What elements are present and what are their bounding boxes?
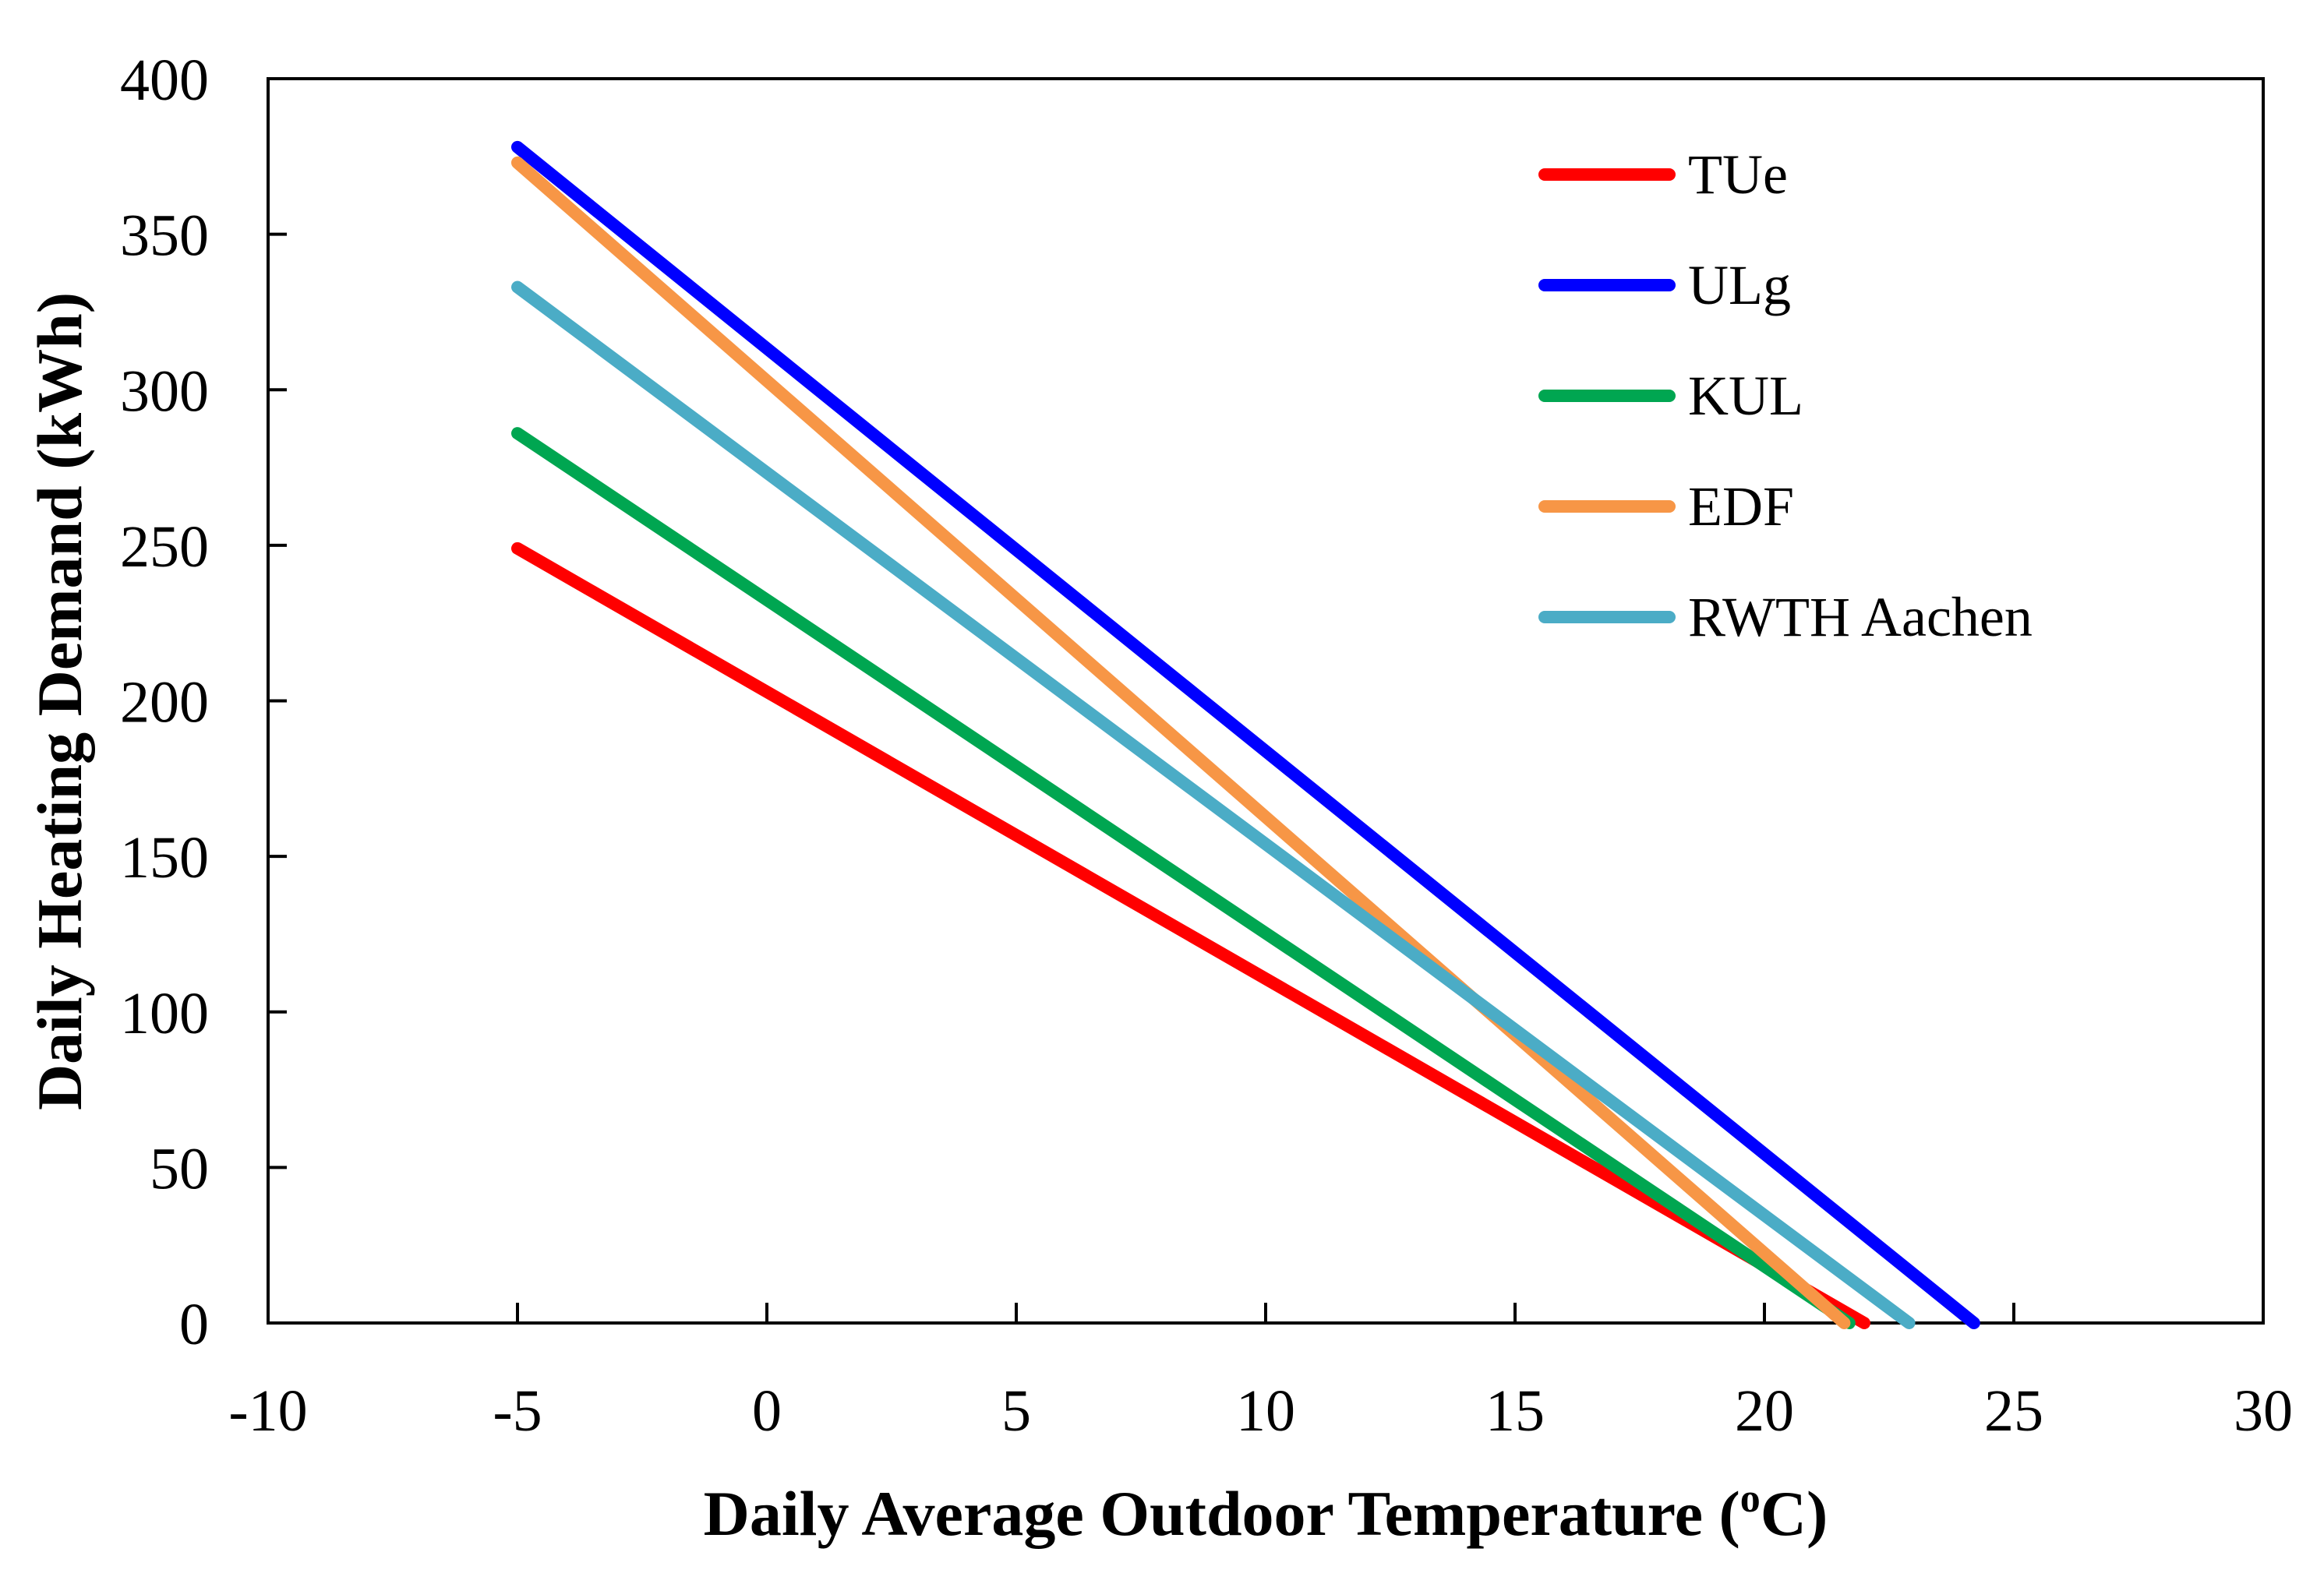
series-layer bbox=[511, 140, 1980, 1329]
y-tick-label: 350 bbox=[120, 203, 209, 269]
legend-label-edf: EDF bbox=[1688, 475, 1794, 538]
x-tick-label: 15 bbox=[1485, 1378, 1545, 1444]
legend-label-tue: TUe bbox=[1688, 143, 1788, 206]
y-tick-label: 50 bbox=[150, 1136, 209, 1201]
y-tick-label: 200 bbox=[120, 670, 209, 736]
x-tick-label: 0 bbox=[752, 1378, 782, 1444]
x-tick-label: 10 bbox=[1236, 1378, 1295, 1444]
series-line-kul bbox=[511, 427, 1856, 1329]
series-line-ulg bbox=[511, 140, 1980, 1329]
x-tick-label: -10 bbox=[228, 1378, 307, 1444]
x-axis-title: Daily Average Outdoor Temperature (oC) bbox=[704, 1476, 1828, 1549]
series-line-tue bbox=[511, 542, 1870, 1329]
x-tick-label: -5 bbox=[493, 1378, 542, 1444]
y-tick-label: 150 bbox=[120, 825, 209, 891]
x-axis-ticks: -10 -5 0 5 10 15 20 25 30 bbox=[228, 1303, 2293, 1444]
plot-frame bbox=[267, 77, 2265, 1325]
y-axis-ticks: 0 50 100 150 200 250 300 350 400 bbox=[120, 48, 287, 1357]
legend-label-ulg: ULg bbox=[1688, 254, 1791, 316]
legend-label-kul: KUL bbox=[1688, 365, 1803, 427]
y-tick-label: 100 bbox=[120, 981, 209, 1046]
x-tick-label: 30 bbox=[2234, 1378, 2293, 1444]
x-tick-label: 20 bbox=[1735, 1378, 1794, 1444]
y-axis-title: Daily Heating Demand (kWh) bbox=[24, 292, 95, 1110]
series-line-rwth-aachen bbox=[511, 280, 1916, 1329]
y-tick-label: 250 bbox=[120, 514, 209, 580]
y-tick-label: 0 bbox=[179, 1292, 209, 1357]
x-tick-label: 5 bbox=[1001, 1378, 1031, 1444]
legend: TUe ULg KUL EDF RWTH Aachen bbox=[1538, 143, 2033, 648]
legend-label-rwth-aachen: RWTH Aachen bbox=[1688, 586, 2033, 648]
y-tick-label: 400 bbox=[120, 48, 209, 113]
x-tick-label: 25 bbox=[1984, 1378, 2043, 1444]
y-tick-label: 300 bbox=[120, 358, 209, 424]
series-line-edf bbox=[511, 156, 1851, 1329]
